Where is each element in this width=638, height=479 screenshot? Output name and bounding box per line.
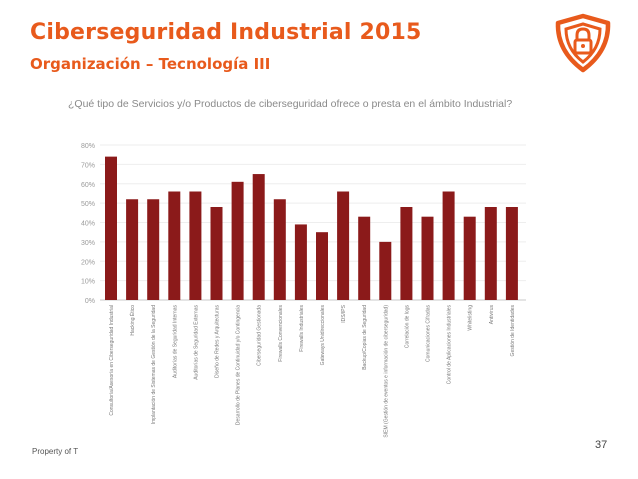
bar (147, 199, 160, 300)
footer-property-text: Property of T (32, 447, 79, 456)
y-tick-label: 30% (81, 240, 95, 247)
bar (400, 207, 413, 300)
bar (294, 224, 307, 300)
shield-lock-logo-icon (555, 13, 611, 73)
x-category-label: Auditorías de Seguridad Externas (193, 305, 199, 380)
bar (126, 199, 139, 300)
x-category-label: IDS/IPS (341, 304, 347, 322)
x-category-label: Consultoría/Asesoría en Ciberseguridad I… (109, 305, 115, 416)
y-tick-label: 10% (81, 279, 95, 286)
x-category-label: SIEM (Gestión de eventos e información d… (383, 305, 389, 438)
x-category-label: Comunicaciones Cifradas (426, 305, 432, 362)
x-category-label: Implantación de Sistemas de Gestión de l… (151, 305, 157, 424)
x-category-label: Backup/Copias de Seguridad (362, 305, 368, 370)
page-subtitle: Organización – Tecnología III (30, 55, 271, 73)
page-title: Ciberseguridad Industrial 2015 (30, 20, 422, 45)
y-tick-label: 60% (81, 182, 95, 189)
x-category-label: Hacking Ético (129, 305, 136, 336)
y-tick-label: 40% (81, 221, 95, 228)
bar (231, 181, 244, 300)
bar (463, 216, 476, 300)
y-tick-label: 50% (81, 201, 95, 208)
page-number: 37 (595, 439, 608, 451)
x-category-label: Firewalls Convencionales (278, 305, 284, 362)
x-category-label: Ciberseguridad Gestionada (257, 305, 263, 366)
y-tick-label: 80% (81, 143, 95, 150)
x-category-label: Auditorías de Seguridad Internas (172, 305, 178, 379)
bar (189, 191, 202, 300)
bar (252, 174, 265, 300)
bar (210, 207, 223, 300)
bar (505, 207, 518, 300)
x-category-label: Firewalls Industriales (299, 305, 305, 352)
x-category-label: Gestión de Identidades (510, 305, 516, 357)
x-category-label: Control de Aplicaciones Industriales (447, 305, 453, 385)
bar (442, 191, 455, 300)
bar (316, 232, 328, 300)
x-category-label: Whitelisting (468, 305, 474, 331)
x-category-label: Antivirus (489, 305, 495, 325)
x-category-label: Gateways Unidireccionales (320, 305, 326, 366)
y-tick-label: 70% (81, 162, 95, 169)
y-tick-label: 20% (81, 259, 95, 266)
x-category-label: Correlación de logs (404, 305, 410, 349)
bar (273, 199, 286, 300)
bar (337, 191, 350, 300)
chart-title: ¿Qué tipo de Servicios y/o Productos de … (68, 98, 513, 110)
bar (105, 156, 117, 300)
bar (379, 241, 392, 300)
bar (421, 216, 434, 300)
x-category-label: Desarrollo de Planes de Continuidad y/o … (236, 305, 242, 425)
bar (168, 191, 181, 300)
bar (484, 207, 497, 300)
x-category-label: Diseño de Redes y Arquitecturas (215, 305, 221, 378)
bar (358, 216, 371, 300)
y-tick-label: 0% (85, 298, 95, 305)
